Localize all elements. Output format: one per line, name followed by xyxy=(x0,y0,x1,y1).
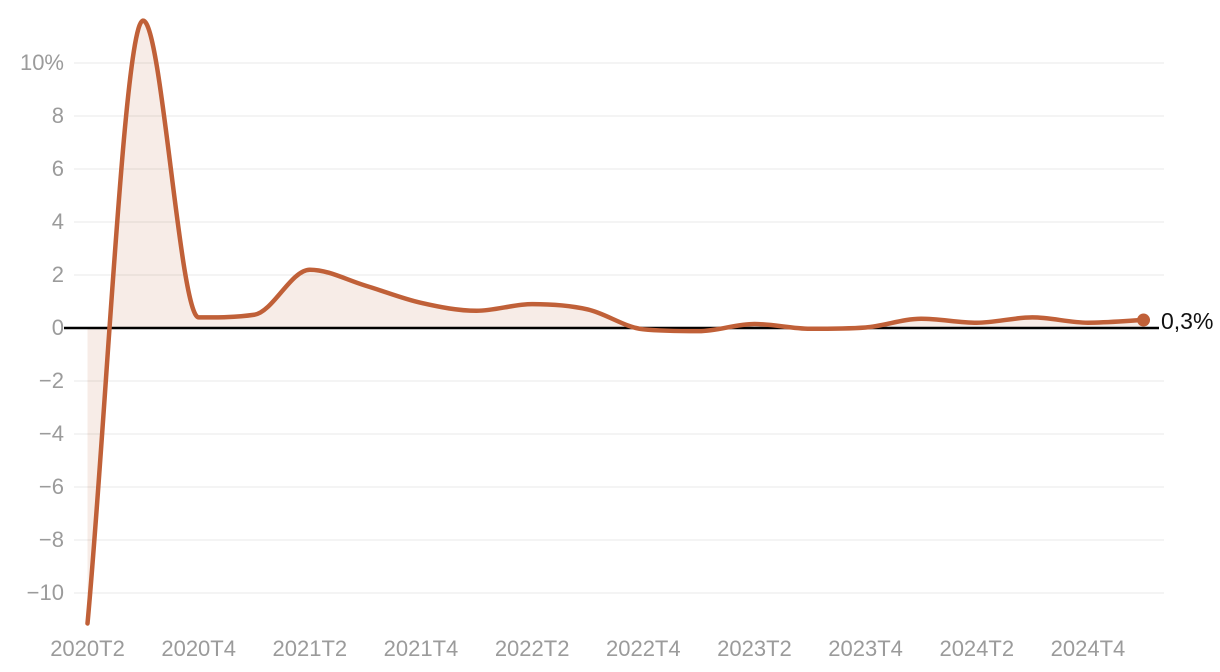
x-axis-tick-label: 2023T2 xyxy=(717,636,792,661)
y-axis-tick-label: 6 xyxy=(51,156,64,181)
y-axis-tick-label: 4 xyxy=(51,209,64,234)
end-point-marker xyxy=(1137,313,1151,327)
y-axis-tick-label: −8 xyxy=(38,527,64,552)
x-axis-tick-label: 2021T4 xyxy=(383,636,459,661)
x-axis-tick-label: 2022T4 xyxy=(605,636,681,661)
y-axis-tick-label: −10 xyxy=(26,580,64,605)
y-axis-tick-label: 8 xyxy=(51,103,64,128)
x-axis-tick-label: 2020T4 xyxy=(161,636,236,661)
y-axis-tick-label: −6 xyxy=(38,474,64,499)
y-axis-tick-label: −4 xyxy=(38,421,64,446)
y-axis-tick-label: 2 xyxy=(51,262,64,287)
x-axis-tick-label: 2024T2 xyxy=(939,636,1015,661)
end-value-label: 0,3% xyxy=(1161,308,1214,334)
x-axis-tick-label: 2020T2 xyxy=(50,636,125,661)
x-axis-tick-label: 2021T2 xyxy=(272,636,348,661)
y-axis-tick-label: 10% xyxy=(19,50,64,75)
line-series xyxy=(85,18,1146,626)
x-axis-tick-label: 2022T2 xyxy=(494,636,570,661)
y-axis-tick-label: −2 xyxy=(38,368,64,393)
x-axis-tick-label: 2024T4 xyxy=(1050,636,1126,661)
y-axis-tick-label: 0 xyxy=(51,315,64,340)
x-axis-tick-label: 2023T4 xyxy=(828,636,903,661)
